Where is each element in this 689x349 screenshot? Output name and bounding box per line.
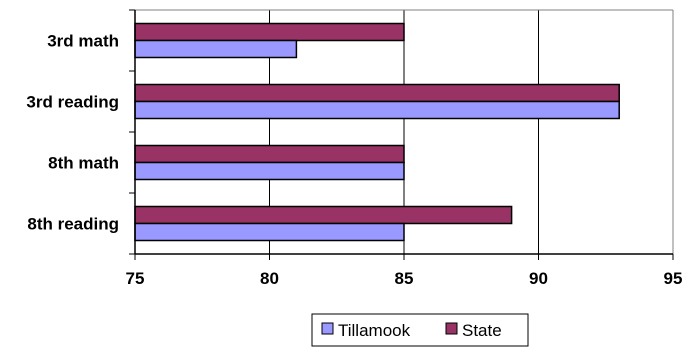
category-labels: 3rd math 3rd reading 8th math 8th reading	[26, 32, 119, 234]
legend: Tillamook State	[311, 313, 529, 347]
bar-state-3rd-reading	[134, 83, 620, 103]
category-label-3rd-reading: 3rd reading	[26, 93, 119, 112]
bar-tillamook-3rd-reading	[134, 100, 620, 120]
bar-tillamook-8th-math	[134, 161, 405, 181]
axes	[129, 9, 674, 260]
x-tick-label-85: 85	[395, 269, 414, 288]
x-tick-label-80: 80	[260, 269, 279, 288]
x-tick-label-95: 95	[664, 269, 683, 288]
legend-box	[311, 313, 529, 347]
bar-tillamook-8th-reading	[134, 222, 405, 242]
legend-label-tillamook: Tillamook	[338, 321, 411, 340]
category-label-8th-math: 8th math	[48, 154, 119, 173]
bar-tillamook-3rd-math	[134, 39, 298, 59]
tick-labels: 75 80 85 90 95	[126, 269, 683, 288]
legend-swatch-tillamook	[321, 322, 334, 335]
x-tick-label-75: 75	[126, 269, 145, 288]
bar-state-8th-reading	[134, 205, 513, 225]
legend-label-state: State	[462, 321, 502, 340]
category-label-8th-reading: 8th reading	[27, 215, 119, 234]
category-label-3rd-math: 3rd math	[47, 32, 119, 51]
legend-swatch-state	[445, 322, 458, 335]
bars	[134, 22, 620, 242]
bar-state-3rd-math	[134, 22, 405, 42]
x-tick-label-90: 90	[529, 269, 548, 288]
bar-state-8th-math	[134, 144, 405, 164]
